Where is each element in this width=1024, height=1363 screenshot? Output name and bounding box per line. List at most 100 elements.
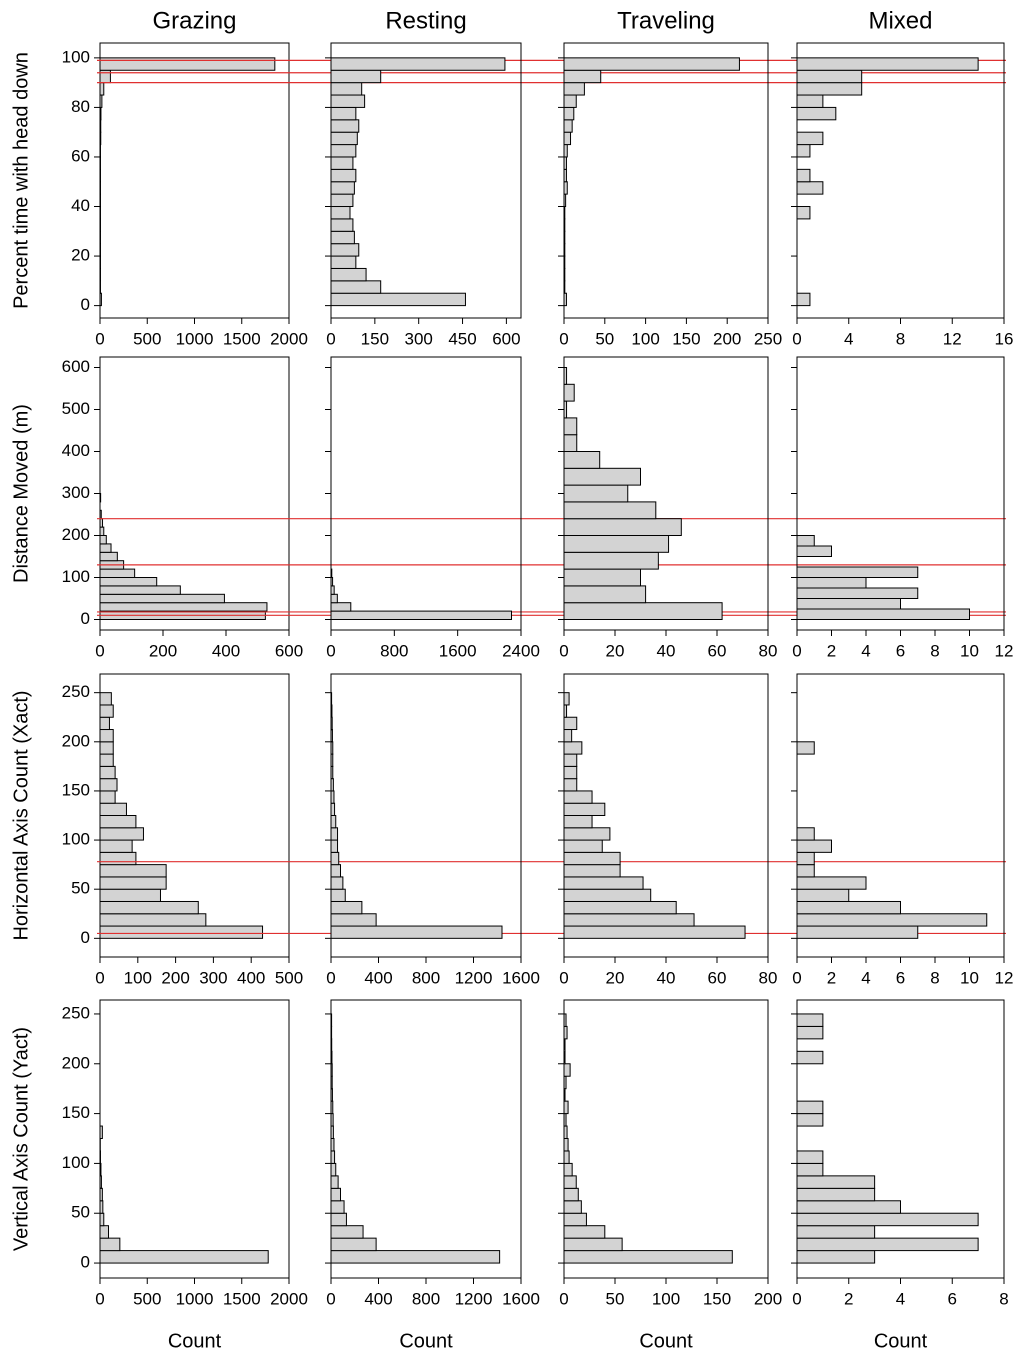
- bar: [99, 1237, 121, 1252]
- x-tick-label: 1200: [455, 1289, 493, 1308]
- x-tick-label: 1500: [223, 1289, 261, 1308]
- x-tick-label: 0: [792, 329, 801, 348]
- x-tick-label: 0: [559, 641, 568, 660]
- bar: [330, 1200, 345, 1214]
- bar: [330, 168, 357, 183]
- y-tick-label: 100: [62, 1153, 90, 1172]
- y-tick-label: 400: [62, 441, 90, 460]
- bar: [563, 602, 723, 621]
- x-tick-label: 4: [896, 1289, 905, 1308]
- x-tick-label: 2: [827, 641, 836, 660]
- bar: [563, 851, 621, 866]
- bar: [563, 467, 641, 486]
- bar: [563, 778, 578, 792]
- bar: [563, 741, 583, 755]
- x-tick-label: 8: [930, 641, 939, 660]
- bar: [330, 181, 355, 195]
- bar: [330, 57, 506, 71]
- bar: [99, 577, 158, 587]
- bar: [796, 741, 815, 755]
- x-tick-label: 500: [133, 1289, 161, 1308]
- bar: [330, 131, 358, 146]
- plot-frame: [330, 42, 522, 319]
- x-tick-label: 150: [361, 329, 389, 348]
- bar: [330, 593, 338, 604]
- y-tick-label: 500: [62, 399, 90, 418]
- y-tick-label: 20: [71, 246, 90, 265]
- bar: [796, 1025, 824, 1040]
- x-tick-label: 0: [792, 968, 801, 987]
- bar: [796, 839, 832, 853]
- x-tick-label: 20: [606, 968, 625, 987]
- x-axis-label: Count: [639, 1330, 693, 1352]
- x-tick-label: 0: [326, 1289, 335, 1308]
- bar: [563, 1150, 570, 1164]
- y-tick-label: 50: [71, 1203, 90, 1222]
- bar: [796, 69, 863, 84]
- x-tick-label: 1500: [223, 329, 261, 348]
- x-tick-label: 4: [844, 329, 853, 348]
- bar: [330, 230, 355, 245]
- bar: [330, 292, 466, 307]
- x-tick-label: 600: [275, 641, 303, 660]
- bar: [563, 827, 611, 841]
- x-tick-label: 0: [326, 641, 335, 660]
- bar: [796, 1175, 876, 1189]
- bar: [796, 144, 811, 158]
- x-tick-label: 0: [95, 1289, 104, 1308]
- bar: [563, 417, 578, 436]
- y-tick-label: 100: [62, 47, 90, 66]
- bar: [330, 602, 352, 612]
- bar: [99, 778, 118, 792]
- bar: [330, 144, 357, 158]
- x-tick-label: 40: [657, 968, 676, 987]
- bar: [796, 900, 901, 915]
- plot-frame: [99, 673, 290, 958]
- bar: [99, 913, 207, 927]
- x-tick-label: 800: [412, 1289, 440, 1308]
- bar: [563, 692, 570, 706]
- bar: [563, 451, 601, 469]
- bar: [330, 82, 363, 96]
- bar: [796, 876, 867, 890]
- bar: [99, 900, 199, 915]
- x-tick-label: 8: [930, 968, 939, 987]
- bar: [99, 82, 105, 96]
- x-tick-label: 10: [960, 968, 979, 987]
- plot-frame: [99, 999, 290, 1279]
- bar: [796, 1013, 824, 1027]
- x-tick-label: 0: [95, 641, 104, 660]
- x-tick-label: 0: [326, 968, 335, 987]
- x-tick-label: 80: [759, 641, 778, 660]
- x-tick-label: 250: [754, 329, 782, 348]
- bar: [99, 535, 107, 545]
- bar: [99, 815, 137, 829]
- x-tick-label: 2000: [270, 329, 308, 348]
- bar: [330, 925, 503, 939]
- bar: [99, 753, 114, 767]
- x-tick-label: 4: [861, 641, 870, 660]
- bar: [99, 888, 161, 902]
- bar: [99, 551, 118, 562]
- y-tick-label: 0: [81, 609, 90, 628]
- bar: [796, 168, 811, 183]
- bar: [563, 585, 647, 604]
- bar: [99, 704, 114, 718]
- bar: [796, 545, 832, 557]
- y-tick-label: 50: [71, 879, 90, 898]
- bar: [796, 925, 919, 939]
- bar: [563, 765, 578, 780]
- bar: [796, 888, 850, 902]
- y-axis-label: Horizontal Axis Count (Xact): [10, 690, 32, 940]
- bar: [796, 82, 863, 96]
- bar: [99, 69, 111, 84]
- x-tick-label: 60: [708, 968, 727, 987]
- bar: [330, 839, 339, 853]
- x-tick-label: 450: [448, 329, 476, 348]
- bar: [563, 94, 577, 108]
- bar: [330, 206, 351, 220]
- x-tick-label: 2000: [270, 1289, 308, 1308]
- bar: [796, 1162, 824, 1177]
- x-tick-label: 200: [754, 1289, 782, 1308]
- x-axis-label: Count: [874, 1330, 928, 1352]
